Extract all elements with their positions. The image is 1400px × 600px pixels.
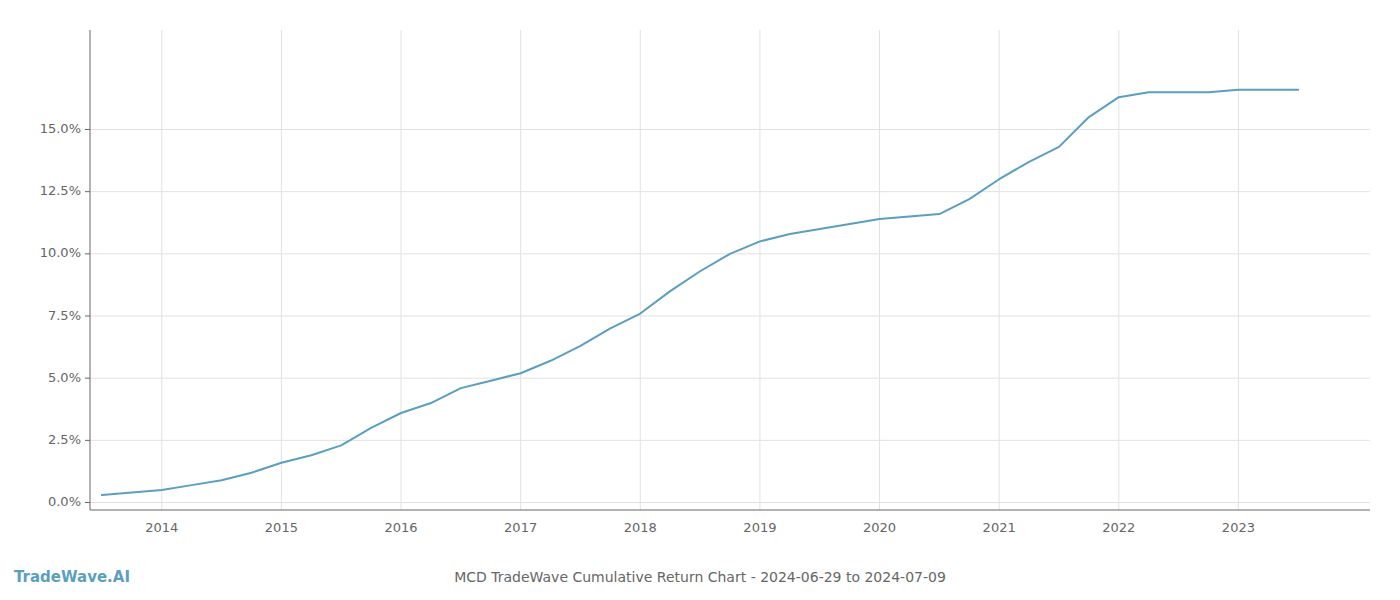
y-tick-mark bbox=[85, 129, 90, 130]
y-grid-line bbox=[90, 129, 1370, 130]
x-grid-line bbox=[281, 30, 282, 510]
y-tick-label: 12.5% bbox=[40, 183, 81, 198]
x-grid-line bbox=[161, 30, 162, 510]
x-tick-label: 2018 bbox=[624, 520, 657, 535]
title: MCD TradeWave Cumulative Return Chart - … bbox=[454, 569, 946, 585]
y-tick-label: 2.5% bbox=[48, 432, 81, 447]
y-tick-label: 7.5% bbox=[48, 308, 81, 323]
axes: 2014 2015 2016 2017 2018 2019 2020 2021 2022 2023… bbox=[40, 30, 1370, 535]
y-tick-mark bbox=[85, 316, 90, 317]
x-grid-line bbox=[1238, 30, 1239, 510]
x-grid-line bbox=[879, 30, 880, 510]
x-grid-line bbox=[401, 30, 402, 510]
x-tick-label: 2020 bbox=[863, 520, 896, 535]
x-tick-label: 2014 bbox=[145, 520, 178, 535]
plot-area bbox=[102, 90, 1298, 495]
x-tick-label: 2015 bbox=[265, 520, 298, 535]
x-tick-label: 2022 bbox=[1102, 520, 1135, 535]
x-tick-label: 2021 bbox=[983, 520, 1016, 535]
chart: 2014 2015 2016 2017 2018 2019 2020 2021 2022 2023… bbox=[0, 0, 1400, 600]
watermark: TradeWave.AI bbox=[14, 568, 130, 586]
page: {"chart_data": { "type": "line", "title"… bbox=[0, 0, 1400, 600]
x-tick-label: 2017 bbox=[504, 520, 537, 535]
y-grid-line bbox=[90, 191, 1370, 192]
x-grid-line bbox=[999, 30, 1000, 510]
x-axis-line bbox=[90, 510, 1370, 511]
grid bbox=[90, 30, 1370, 510]
x-grid-line bbox=[759, 30, 760, 510]
y-tick-mark bbox=[85, 253, 90, 254]
x-tick-label: 2023 bbox=[1222, 520, 1255, 535]
y-axis-line bbox=[90, 30, 91, 510]
x-tick-label: 2019 bbox=[743, 520, 776, 535]
x-grid-line bbox=[1118, 30, 1119, 510]
x-grid-line bbox=[640, 30, 641, 510]
y-grid-line bbox=[90, 378, 1370, 379]
line bbox=[102, 90, 1298, 495]
y-tick-label: 15.0% bbox=[40, 121, 81, 136]
y-tick-label: 0.0% bbox=[48, 494, 81, 509]
y-tick-mark bbox=[85, 440, 90, 441]
y-tick-label: 10.0% bbox=[40, 245, 81, 260]
y-tick-label: 5.0% bbox=[48, 370, 81, 385]
y-tick-mark bbox=[85, 191, 90, 192]
y-tick-mark bbox=[85, 378, 90, 379]
y-grid-line bbox=[90, 316, 1370, 317]
y-grid-line bbox=[90, 502, 1370, 503]
y-grid-line bbox=[90, 440, 1370, 441]
x-tick-label: 2016 bbox=[384, 520, 417, 535]
x-grid-line bbox=[520, 30, 521, 510]
y-tick-mark bbox=[85, 502, 90, 503]
